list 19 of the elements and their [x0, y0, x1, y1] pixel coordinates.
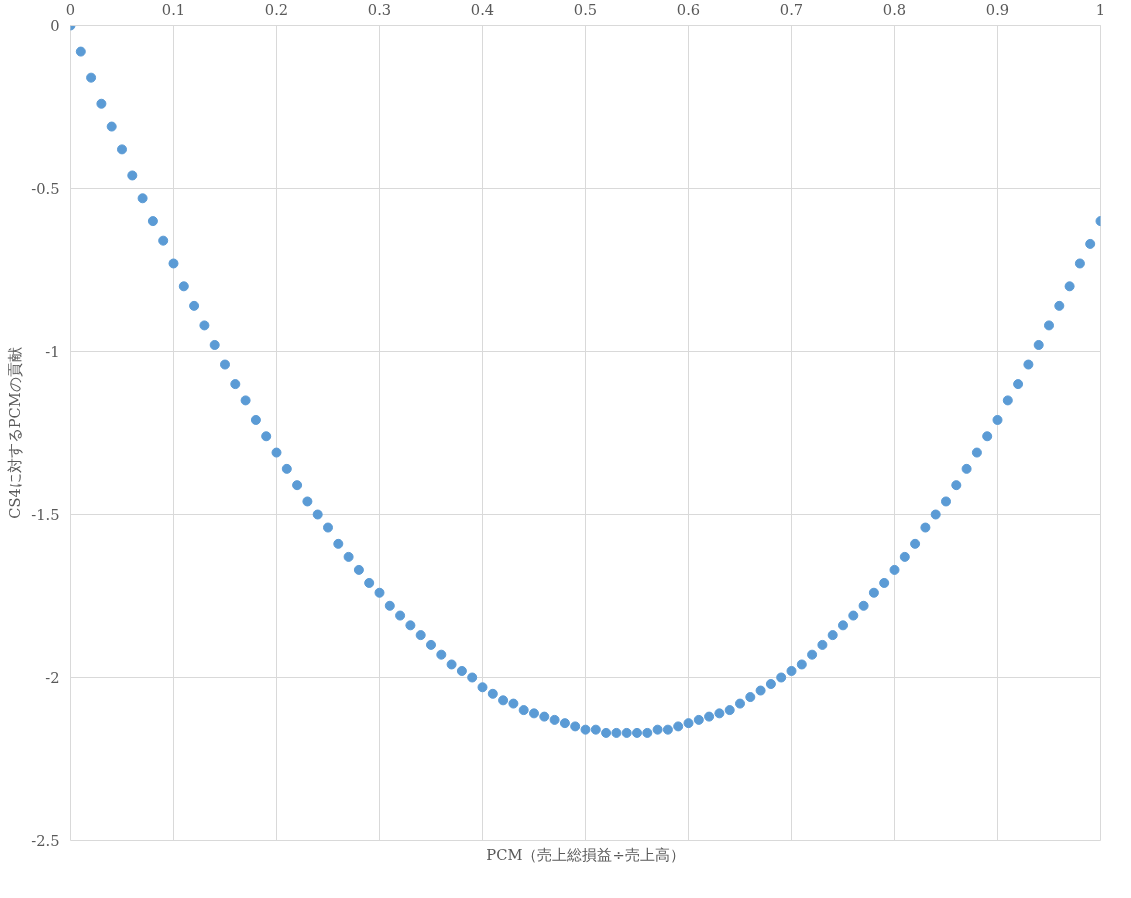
y-tick-label: -2	[45, 669, 60, 686]
x-tick-label: 0.1	[161, 0, 186, 18]
y-tick-label: -1.5	[31, 506, 60, 523]
y-tick-label: -2.5	[31, 832, 60, 849]
x-tick-label: 0.2	[264, 0, 289, 18]
y-axis-title: CS4に対するPCMの貢献	[6, 347, 24, 519]
x-tick-label: 0	[65, 0, 76, 18]
x-tick-label: 1	[1095, 0, 1106, 18]
y-tick-label: -1	[45, 343, 60, 360]
x-tick-label: 0.8	[882, 0, 907, 18]
x-axis-title: PCM（売上総損益÷売上高）	[486, 845, 685, 863]
x-tick-label: 0.5	[573, 0, 598, 18]
x-tick-label: 0.6	[676, 0, 701, 18]
y-tick-label: 0	[50, 17, 60, 34]
y-tick-label: -0.5	[31, 180, 60, 197]
x-tick-label: 0.3	[367, 0, 392, 18]
x-tick-label: 0.7	[779, 0, 804, 18]
x-tick-label: 0.9	[985, 0, 1010, 18]
x-tick-label: 0.4	[470, 0, 495, 18]
